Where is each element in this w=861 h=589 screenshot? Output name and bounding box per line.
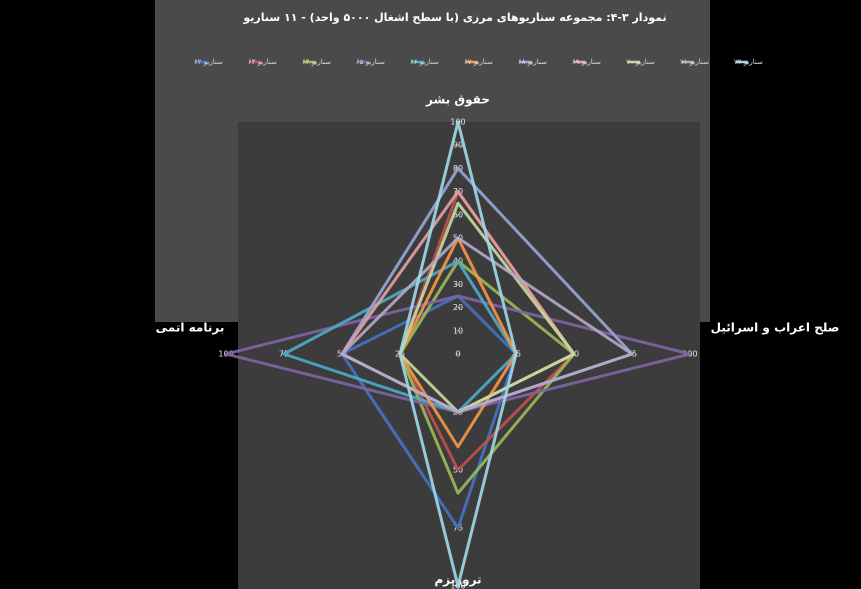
legend-label: سناریو ۷۲ xyxy=(734,58,763,66)
legend-label: سناریو ۶۵ xyxy=(356,58,385,66)
r-tick-label: 90 xyxy=(453,141,463,150)
axis-name: برنامه اتمی xyxy=(156,321,225,335)
legend-label: سناریو ۶۷ xyxy=(464,58,493,66)
series-line xyxy=(398,120,518,588)
series-line xyxy=(398,236,518,449)
axis-name: حقوق بشر xyxy=(425,93,490,108)
r-tick-label: 60 xyxy=(453,210,463,219)
series-line xyxy=(340,236,634,414)
r-tick-label: 30 xyxy=(453,280,463,289)
series-line xyxy=(340,294,518,530)
legend-label: سناریو ۶۳ xyxy=(248,58,277,66)
r-tick-label: 0 xyxy=(455,350,460,359)
legend-label: سناریو ۷۰ xyxy=(626,58,655,66)
series-line xyxy=(398,259,576,495)
legend-label: سناریو ۶۴ xyxy=(302,58,331,66)
legend-label: سناریو ۶۹ xyxy=(572,58,601,66)
legend-label: سناریو ۶۶ xyxy=(410,58,439,66)
chart-title: نمودار ۳-۴: مجموعه سناریوهای مرزی (با سط… xyxy=(242,11,666,24)
legend-label: سناریو ۶۸ xyxy=(518,58,547,66)
legend-label: سناریو ۷۱ xyxy=(680,58,709,66)
r-tick-label: 10 xyxy=(453,326,463,335)
r-tick-label: 20 xyxy=(453,303,463,312)
axis-name: صلح اعراب و اسرائیل xyxy=(711,321,840,336)
legend-label: سناریو ۶۲ xyxy=(194,58,223,66)
